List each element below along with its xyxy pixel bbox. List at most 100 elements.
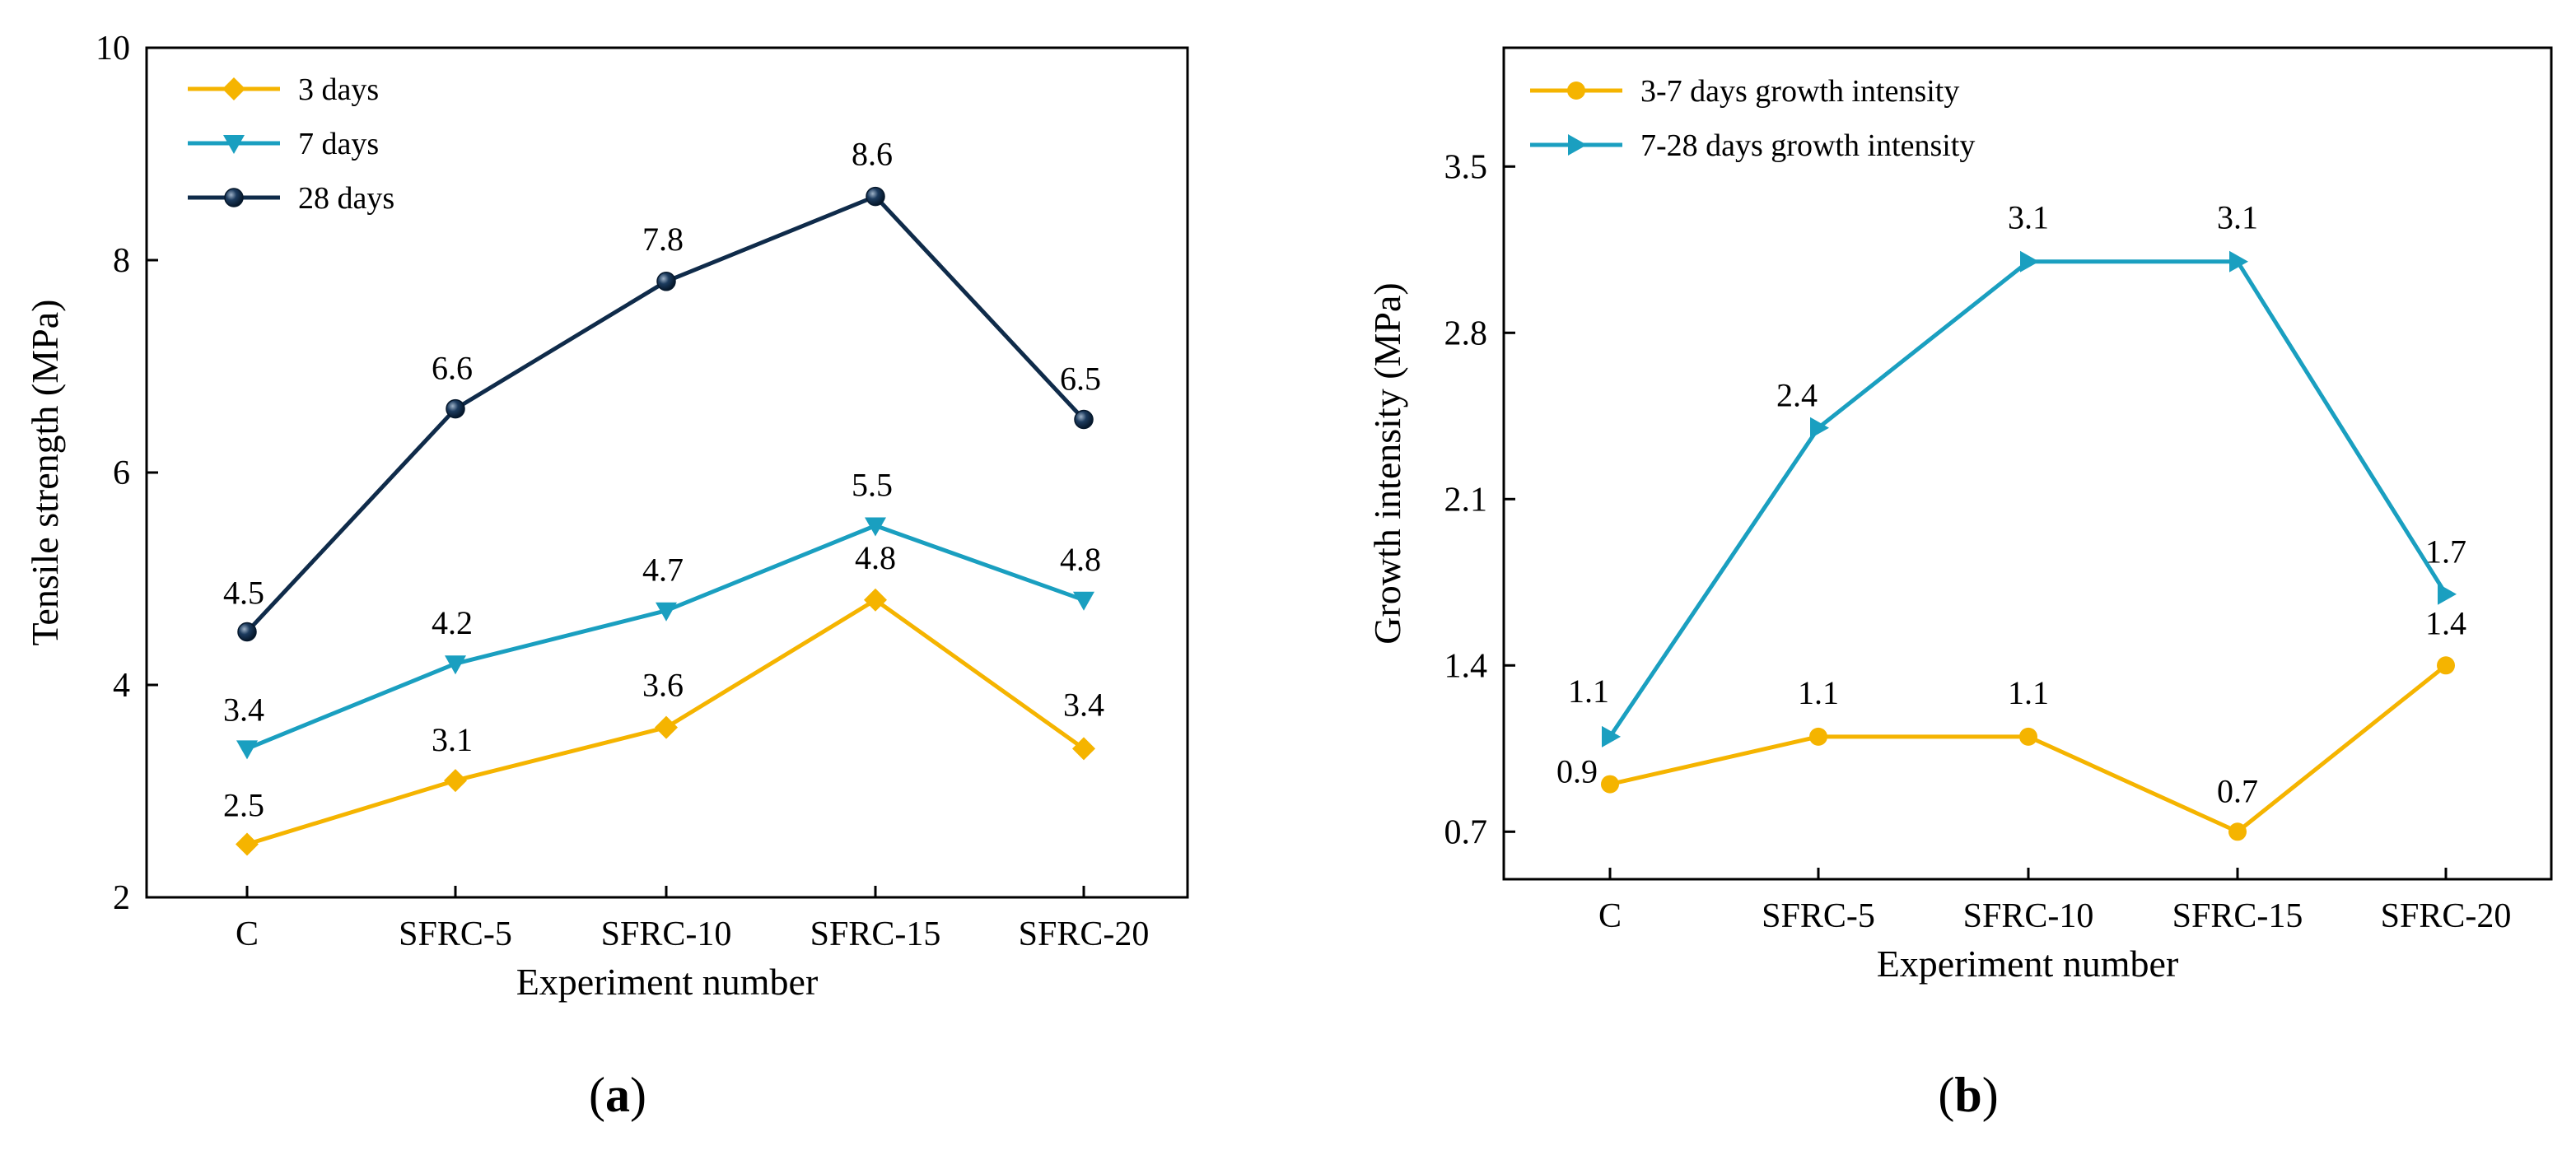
panel-label-close: ) [1982,1068,1999,1122]
series-7-28-days-growth-intensity: 1.1 2.4 3.1 3.1 1.7 [1568,199,2466,747]
data-label: 1.1 [2008,674,2049,711]
chart-panel-b: 0.7 1.4 2.1 2.8 3.5 C SFRC-5 SFRC-10 SFRC-15 SFRC… [1366,46,2553,1122]
panel-label-letter: b [1954,1068,1981,1122]
data-label: 6.5 [1060,361,1101,398]
data-point [446,398,465,419]
panel-label-open: ( [1938,1068,1954,1122]
data-label: 1.4 [2425,604,2466,641]
series-3-7-days-growth-intensity: 0.9 1.1 1.1 0.7 1.4 [1556,604,2466,841]
y-tick-label: 2.1 [1444,481,1488,519]
x-tick-label: SFRC-10 [1963,897,2094,935]
data-label: 5.5 [852,467,893,504]
x-axis-label: Experiment number [516,961,819,1003]
y-tick-label: 10 [96,30,130,68]
data-point [656,602,677,622]
data-label: 1.1 [1798,674,1839,711]
legend-label: 7-28 days growth intensity [1640,128,1975,163]
series-3-days: 2.5 3.1 3.6 4.8 3.4 [223,539,1104,856]
data-label: 7.8 [642,221,684,258]
data-label: 3.6 [642,667,684,704]
legend-label: 3-7 days growth intensity [1640,74,1959,109]
data-label: 2.5 [223,787,264,824]
data-point [864,588,887,612]
data-label: 4.8 [855,539,896,576]
plot-frame [145,46,1189,899]
data-point [445,655,466,675]
data-point [2019,727,2037,746]
data-point [444,769,467,793]
data-point [2437,656,2455,675]
data-point [2229,250,2248,272]
panel-label: (b) [1938,1068,1998,1122]
x-tick-label: SFRC-20 [2381,897,2512,935]
data-label: 4.7 [642,552,684,589]
legend-label: 3 days [298,72,379,107]
data-label: 4.2 [432,604,473,641]
data-label: 8.6 [852,136,893,173]
x-tick-label: SFRC-15 [2172,897,2303,935]
data-label: 6.6 [432,350,473,387]
legend-marker [222,77,245,100]
data-point [1602,725,1621,747]
series-line [1608,259,2448,738]
panel-label-close: ) [630,1068,646,1122]
data-label: 4.5 [223,575,264,612]
data-point [1809,727,1827,746]
x-tick-label: C [1598,897,1622,935]
legend-label: 7 days [298,127,379,161]
y-tick-label: 4 [113,667,130,705]
data-label: 0.9 [1556,753,1598,790]
legend: 3-7 days growth intensity 7-28 days growt… [1530,74,1975,163]
legend-marker [1567,82,1585,100]
data-point [236,832,259,856]
data-point [1810,417,1829,439]
legend-marker [223,135,245,154]
data-point [2020,250,2039,272]
y-tick-label: 1.4 [1444,647,1488,685]
y-axis-label: Tensile strength (MPa) [24,300,66,646]
series-28-days: 4.5 6.6 7.8 8.6 6.5 [223,136,1101,642]
data-label: 1.1 [1568,673,1609,710]
data-point [1601,775,1619,794]
legend: 3 days 7 days 28 days [188,72,394,216]
data-label: 3.1 [432,721,473,758]
panel-label: (a) [589,1068,646,1122]
x-tick-label: SFRC-10 [601,915,732,953]
data-label: 4.8 [1060,541,1101,578]
x-axis-label: Experiment number [1877,943,2179,985]
data-point [2228,822,2247,841]
data-label: 3.4 [223,691,264,728]
data-point [656,272,676,291]
x-tick-label: SFRC-5 [399,915,512,953]
y-axis-label: Growth intensity (MPa) [1366,282,1408,645]
x-tick-label: SFRC-15 [810,915,941,953]
y-tick-label: 2 [113,879,130,917]
data-point [237,622,257,642]
data-point [1073,591,1094,611]
x-tick-label: C [236,915,259,953]
y-tick-label: 0.7 [1444,813,1488,851]
y-tick-label: 2.8 [1444,314,1488,352]
data-label: 3.1 [2217,199,2258,236]
data-point [1074,409,1094,430]
legend-marker [224,188,244,207]
data-point [866,186,885,207]
x-tick-label: SFRC-20 [1019,915,1150,953]
plot-frame [1502,46,2553,881]
y-tick-label: 8 [113,242,130,280]
data-point [1072,737,1095,761]
series-7-days: 3.4 4.2 4.7 5.5 4.8 [223,467,1101,760]
data-label: 0.7 [2217,772,2258,809]
panel-label-letter: a [605,1068,630,1122]
data-point [2438,583,2457,605]
data-label: 3.1 [2008,199,2049,236]
data-label: 2.4 [1776,377,1818,414]
chart-panel-a: 2 4 6 8 10 C SFRC-5 SFRC-10 SFRC-15 SFRC-20 Experi… [24,30,1189,1122]
data-label: 3.4 [1063,686,1104,723]
legend-label: 28 days [298,181,394,216]
x-tick-label: SFRC-5 [1762,897,1875,935]
data-point [655,715,678,739]
data-point [865,517,886,537]
